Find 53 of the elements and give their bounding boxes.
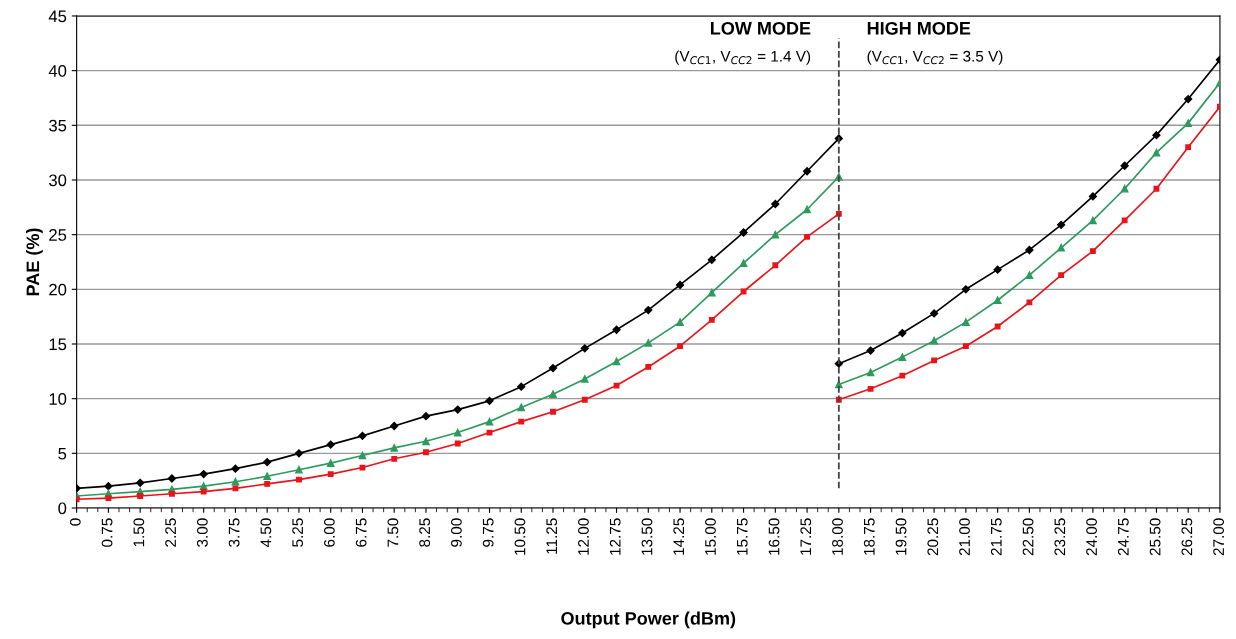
- x-tick-label: 6.00: [323, 518, 335, 547]
- x-tick-label: 16.50: [768, 518, 780, 555]
- x-tick-label: 4.50: [260, 518, 272, 548]
- y-tick-label: 15: [49, 338, 67, 351]
- x-tick-label: 13.50: [641, 518, 653, 555]
- x-tick-label: 12.75: [609, 518, 621, 555]
- x-tick-label: 23.25: [1054, 518, 1066, 556]
- y-tick-label: 5: [58, 447, 67, 460]
- x-tick-label: 22.50: [1022, 518, 1034, 556]
- x-tick-label: 1.50: [133, 518, 145, 547]
- annotation: HIGH MODE: [867, 21, 971, 35]
- x-tick-label: 19.50: [895, 518, 907, 555]
- x-tick-label: 15.75: [737, 518, 748, 555]
- x-tick-label: 7.50: [387, 518, 399, 547]
- x-tick-label: 21.75: [990, 518, 1002, 556]
- x-tick-label: 3.75: [228, 518, 240, 547]
- y-tick-label: 45: [48, 10, 67, 23]
- x-tick-label: 18.75: [863, 518, 875, 555]
- x-tick-label: 20.25: [927, 518, 939, 556]
- x-tick-label: 0.75: [101, 518, 113, 547]
- x-tick-label: 10.50: [514, 518, 526, 555]
- x-tick-label: 25.50: [1149, 518, 1161, 556]
- y-tick-label: 20: [49, 283, 67, 296]
- x-tick-label: 5.25: [292, 518, 304, 547]
- x-tick-label: 17.25: [800, 518, 812, 555]
- annotation: (V$_{CC1}$, V$_{CC2}$ = 1.4 V): [675, 50, 811, 65]
- x-tick-label: 21.00: [959, 518, 970, 556]
- x-tick-label: 26.25: [1181, 518, 1193, 556]
- x-tick-label: 9.75: [482, 518, 494, 547]
- x-tick-label: 11.25: [546, 518, 558, 554]
- y-tick-label: 30: [49, 174, 67, 187]
- x-tick-label: 9.00: [451, 518, 462, 547]
- x-tick-label: 24.00: [1086, 518, 1097, 556]
- x-tick-label: 3.00: [196, 518, 208, 547]
- x-tick-label: 18.00: [832, 518, 843, 555]
- x-tick-label: 24.75: [1117, 518, 1129, 556]
- y-tick-label: 40: [48, 65, 67, 77]
- x-axis-title: Output Power (dBm): [561, 611, 736, 629]
- x-tick-label: 15.00: [705, 518, 716, 555]
- x-tick-label: 27.00: [1213, 518, 1225, 556]
- annotation: (V$_{CC1}$, V$_{CC2}$ = 3.5 V): [867, 50, 1003, 65]
- y-tick-label: 10: [49, 393, 67, 405]
- y-axis-title: PAE (%): [25, 228, 43, 296]
- x-tick-label: 12.00: [578, 518, 589, 555]
- y-tick-label: 35: [49, 119, 67, 132]
- x-tick-label: 8.25: [419, 518, 431, 547]
- x-tick-label: 6.75: [355, 518, 367, 547]
- y-tick-label: 25: [49, 229, 67, 241]
- x-tick-label: 14.25: [673, 518, 685, 555]
- y-tick-label: 0: [58, 502, 67, 515]
- x-tick-label: 2.25: [165, 518, 177, 547]
- x-tick-label: 0: [69, 518, 81, 526]
- annotation: LOW MODE: [710, 21, 811, 35]
